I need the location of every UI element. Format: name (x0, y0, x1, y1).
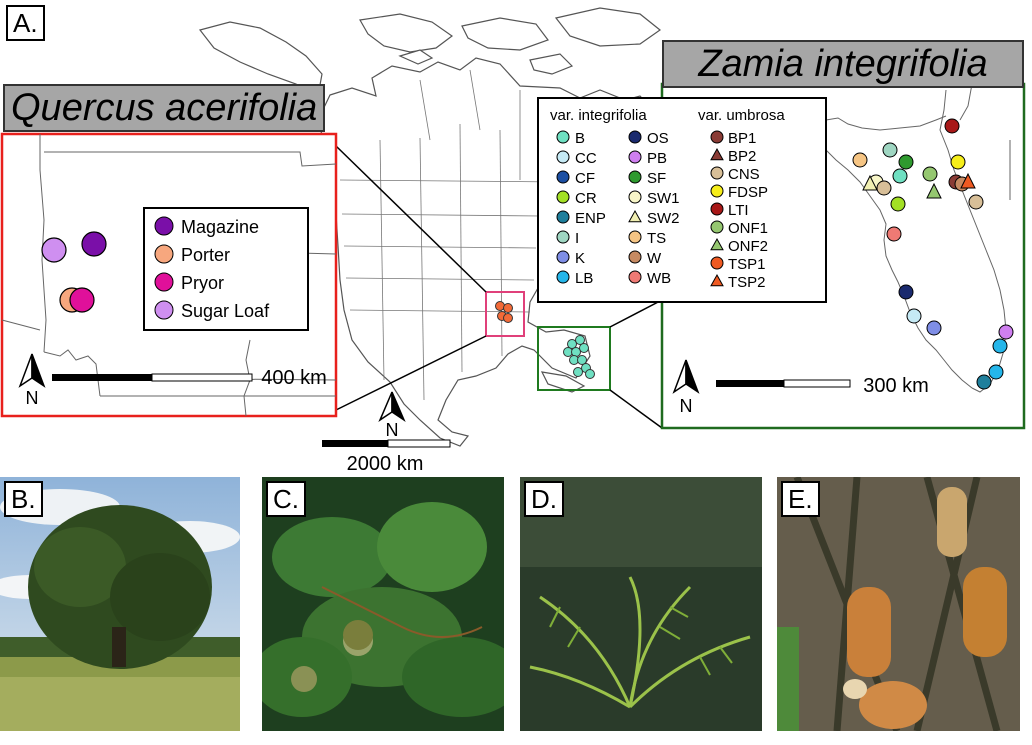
panel-e-label: E. (781, 481, 820, 517)
quercus-main-map-points (495, 301, 513, 323)
legend-label-ts: TS (647, 230, 666, 247)
legend-label-sw1: SW1 (647, 190, 680, 207)
legend-marker-cc (556, 150, 570, 164)
legend-label-cf: CF (575, 170, 595, 187)
panel-d-photo: D. (520, 477, 762, 731)
panel-d-label: D. (524, 481, 564, 517)
legend-label-i: I (575, 230, 579, 247)
zamia-north-label: N (680, 396, 693, 416)
zamia-title: Zamia integrifolia (662, 40, 1024, 88)
legend-label-os: OS (647, 130, 669, 147)
legend-label-fdsp: FDSP (728, 184, 768, 201)
legend-label-k: K (575, 250, 585, 267)
legend-label-sf: SF (647, 170, 666, 187)
legend-label-onf1: ONF1 (728, 220, 768, 237)
legend-marker-b (556, 130, 570, 144)
main-scale-bar (322, 439, 451, 448)
legend-label-onf2: ONF2 (728, 238, 768, 255)
legend-label-bp2: BP2 (728, 148, 756, 165)
legend-label-w: W (647, 250, 662, 267)
legend-marker-bp2 (710, 147, 724, 161)
legend-marker-cf (556, 170, 570, 184)
quercus-legend-items: Magazine Porter Pryor Sugar Loaf (154, 216, 270, 321)
legend-label-sw2: SW2 (647, 210, 680, 227)
inset-connector-lines (335, 145, 663, 429)
main-scale-label: 2000 km (347, 453, 424, 475)
zamia-legend-umbrosa-header: var. umbrosa (698, 107, 785, 124)
legend-marker-bp1 (710, 130, 724, 144)
legend-marker-lb (556, 270, 570, 284)
panel-b-photo: B. (0, 477, 240, 731)
quercus-title: Quercus acerifolia (3, 84, 326, 132)
legend-label-cns: CNS (728, 166, 760, 183)
legend-marker-cr (556, 190, 570, 204)
legend-marker-lti (710, 202, 724, 216)
legend-marker-ts (628, 230, 642, 244)
legend-label-cr: CR (575, 190, 597, 207)
legend-label-bp1: BP1 (728, 130, 756, 147)
legend-marker-sf (628, 170, 642, 184)
legend-marker-i (556, 230, 570, 244)
quercus-north-label: N (26, 388, 39, 408)
zamia-legend-frame (537, 97, 827, 303)
quercus-legend-label-sugar-loaf: Sugar Loaf (181, 301, 270, 321)
panel-a-map: N 2000 km N 400 km (0, 7, 1026, 475)
legend-marker-enp (556, 210, 570, 224)
quercus-legend-marker-pryor (154, 272, 174, 292)
quercus-legend-marker-sugar-loaf (154, 300, 174, 320)
panel-c-label: C. (266, 481, 306, 517)
legend-label-pb: PB (647, 150, 667, 167)
legend-marker-pb (628, 150, 642, 164)
quercus-site-box (485, 291, 525, 337)
panel-e-photo: E. (777, 477, 1020, 731)
legend-marker-wb (628, 270, 642, 284)
quercus-legend-label-porter: Porter (181, 245, 230, 265)
legend-marker-cns (710, 166, 724, 180)
legend-label-lti: LTI (728, 202, 749, 219)
legend-marker-tsp1 (710, 256, 724, 270)
zamia-legend-items: B CC CF CR ENP IK LB OS PB SF SW1 SW2 TS W WB BP1BP2CNS… (556, 130, 768, 291)
quercus-legend-label-pryor: Pryor (181, 273, 224, 293)
legend-label-enp: ENP (575, 210, 606, 227)
quercus-legend-marker-magazine (154, 216, 174, 236)
legend-label-tsp1: TSP1 (728, 256, 766, 273)
panel-c-photo: C. (262, 477, 504, 731)
legend-label-wb: WB (647, 270, 671, 287)
legend-marker-onf1 (710, 220, 724, 234)
legend-marker-k (556, 250, 570, 264)
legend-label-tsp2: TSP2 (728, 274, 766, 291)
legend-label-cc: CC (575, 150, 597, 167)
legend-marker-onf2 (710, 237, 724, 251)
legend-label-lb: LB (575, 270, 593, 287)
panel-b-label: B. (4, 481, 43, 517)
legend-marker-sw1 (628, 190, 642, 204)
main-north-arrow (378, 391, 406, 423)
quercus-legend-label-magazine: Magazine (181, 217, 259, 237)
zamia-legend-integrifolia-header: var. integrifolia (550, 107, 647, 124)
panel-a-label: A. (6, 5, 45, 41)
quercus-legend-marker-porter (154, 244, 174, 264)
legend-marker-sw2 (628, 209, 642, 223)
zamia-site-box (537, 326, 611, 391)
zamia-scale-label: 300 km (863, 375, 929, 397)
quercus-scale-label: 400 km (261, 367, 327, 389)
legend-label-b: B (575, 130, 585, 147)
legend-marker-w (628, 250, 642, 264)
zamia-main-map-points (563, 335, 595, 379)
legend-marker-os (628, 130, 642, 144)
legend-marker-fdsp (710, 184, 724, 198)
legend-marker-tsp2 (710, 273, 724, 287)
main-north-label: N (386, 420, 399, 440)
